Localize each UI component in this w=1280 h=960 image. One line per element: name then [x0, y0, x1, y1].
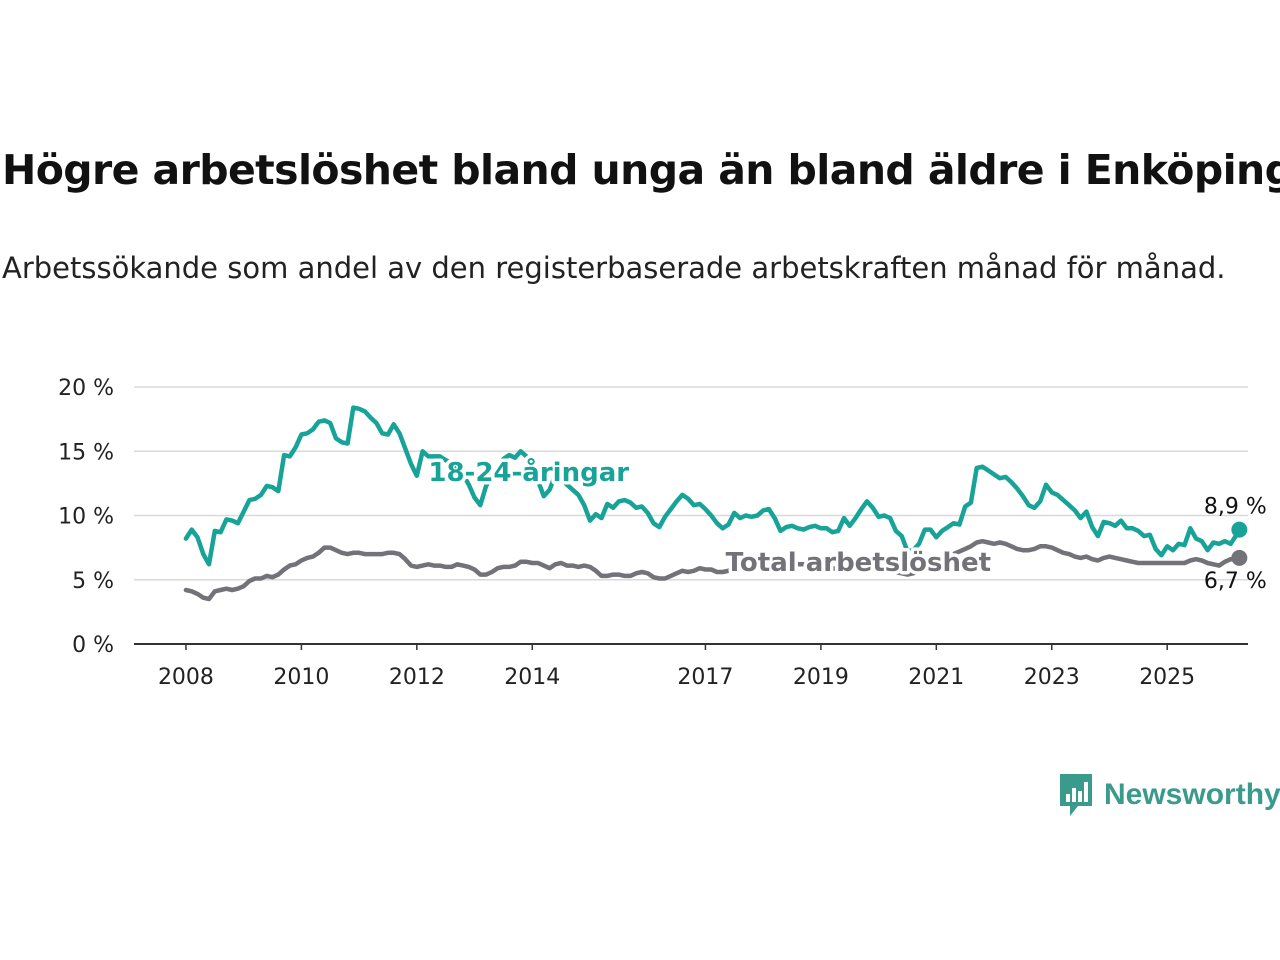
end-label-total: 6,7 % — [1204, 569, 1267, 594]
brand-name: Newsworthy — [1104, 778, 1280, 811]
series-label-youth: 18-24-åringar — [428, 456, 629, 488]
y-tick-label: 15 % — [58, 440, 114, 465]
end-dot-youth — [1231, 521, 1248, 538]
x-tick-label: 2023 — [1024, 665, 1080, 690]
end-dot-total — [1231, 549, 1248, 566]
chart-subtitle: Arbetssökande som andel av den registerb… — [2, 251, 1226, 285]
x-tick-label: 2019 — [793, 665, 849, 690]
x-tick-label: 2021 — [908, 665, 964, 690]
x-tick-label: 2010 — [273, 665, 329, 690]
x-tick-label: 2012 — [389, 665, 445, 690]
x-tick-label: 2025 — [1139, 665, 1195, 690]
y-tick-label: 5 % — [72, 569, 114, 594]
chart-title: Högre arbetslöshet bland unga än bland ä… — [2, 146, 1280, 194]
series-label-total: Total arbetslöshet — [726, 548, 991, 578]
end-label-youth: 8,9 % — [1204, 495, 1267, 520]
x-tick-label: 2017 — [677, 665, 733, 690]
series-line-total — [183, 538, 1242, 602]
brand-logo: Newsworthy — [1058, 772, 1280, 818]
x-tick-label: 2014 — [504, 665, 560, 690]
line-chart: 0 % 5 % 10 % 15 % 20 % 2008 2010 2012 2014 2017 20… — [58, 376, 1267, 690]
y-tick-label: 10 % — [58, 505, 114, 530]
y-tick-label: 0 % — [72, 633, 114, 658]
x-tick-label: 2008 — [158, 665, 214, 690]
series-line-youth — [183, 405, 1242, 567]
newsworthy-logo-icon — [1060, 774, 1092, 816]
y-tick-label: 20 % — [58, 376, 114, 401]
